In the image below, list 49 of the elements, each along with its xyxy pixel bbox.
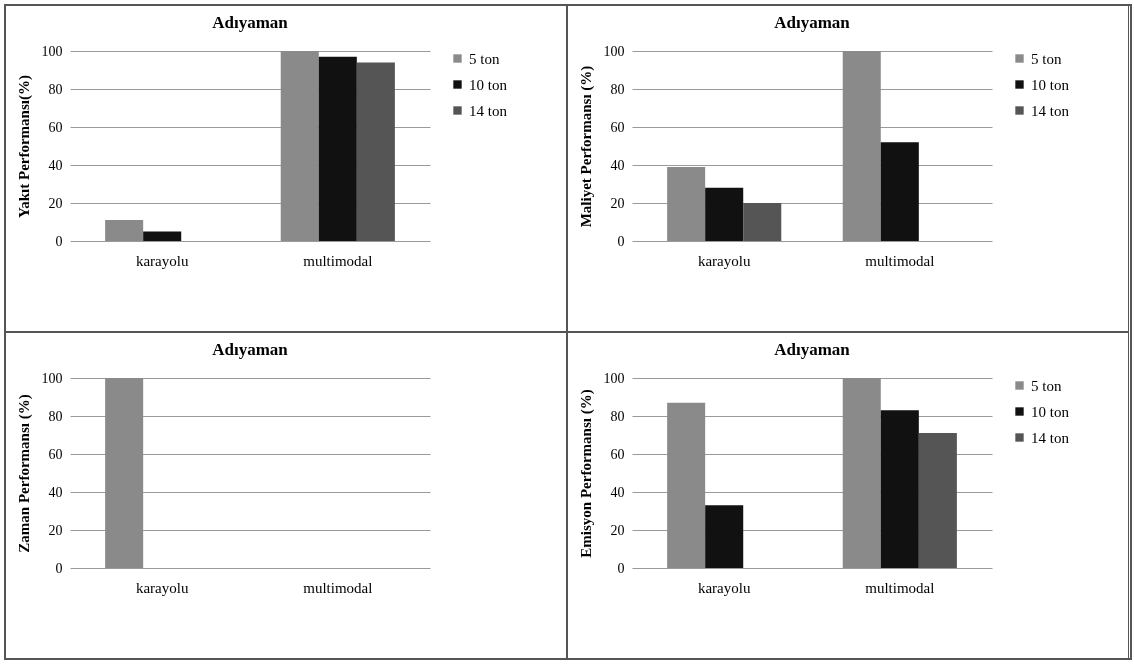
- y-tick-label: 80: [610, 408, 625, 424]
- y-tick-label: 60: [610, 119, 625, 135]
- y-tick-label: 0: [617, 560, 625, 576]
- y-axis-title: Maliyet Performansı (%): [577, 65, 595, 228]
- x-tick-label: multimodal: [303, 252, 373, 269]
- legend-label: 5 ton: [1031, 377, 1062, 394]
- y-tick-label: 20: [610, 195, 625, 211]
- legend-label: 14 ton: [469, 102, 508, 119]
- chart-title: Adıyaman: [774, 340, 851, 359]
- y-tick-label: 100: [41, 370, 63, 386]
- x-tick-label: karayolu: [697, 579, 751, 596]
- y-tick-label: 60: [48, 119, 63, 135]
- y-tick-label: 100: [41, 43, 63, 59]
- y-tick-label: 20: [48, 195, 63, 211]
- y-tick-label: 40: [48, 484, 63, 500]
- x-tick-label: karayolu: [697, 252, 751, 269]
- x-tick-label: multimodal: [303, 579, 373, 596]
- y-axis-title: Emisyon Performansı (%): [577, 389, 595, 558]
- y-tick-label: 80: [48, 81, 63, 97]
- legend-label: 14 ton: [1031, 429, 1070, 446]
- legend-label: 5 ton: [1031, 50, 1062, 67]
- y-tick-label: 100: [603, 370, 625, 386]
- chart-title: Adıyaman: [212, 13, 289, 32]
- y-tick-label: 40: [610, 484, 625, 500]
- x-tick-label: karayolu: [135, 579, 189, 596]
- chart-title: Adıyaman: [212, 340, 289, 359]
- y-tick-label: 60: [48, 446, 63, 462]
- legend-label: 5 ton: [469, 50, 500, 67]
- y-tick-label: 20: [610, 522, 625, 538]
- y-tick-label: 0: [55, 560, 63, 576]
- y-tick-label: 20: [48, 522, 63, 538]
- y-tick-label: 40: [610, 157, 625, 173]
- y-tick-label: 60: [610, 446, 625, 462]
- legend-label: 10 ton: [1031, 403, 1070, 420]
- x-tick-label: multimodal: [865, 252, 935, 269]
- y-tick-label: 80: [610, 81, 625, 97]
- legend-label: 14 ton: [1031, 102, 1070, 119]
- legend-label: 10 ton: [469, 76, 508, 93]
- y-tick-label: 0: [55, 233, 63, 249]
- x-tick-label: multimodal: [865, 579, 935, 596]
- y-tick-label: 100: [603, 43, 625, 59]
- legend-label: 10 ton: [1031, 76, 1070, 93]
- x-tick-label: karayolu: [135, 252, 189, 269]
- chart-title: Adıyaman: [774, 13, 851, 32]
- y-tick-label: 40: [48, 157, 63, 173]
- y-axis-title: Yakıt Performansı(%): [15, 75, 33, 218]
- y-tick-label: 0: [617, 233, 625, 249]
- y-axis-title: Zaman Performansı (%): [15, 394, 33, 553]
- y-tick-label: 80: [48, 408, 63, 424]
